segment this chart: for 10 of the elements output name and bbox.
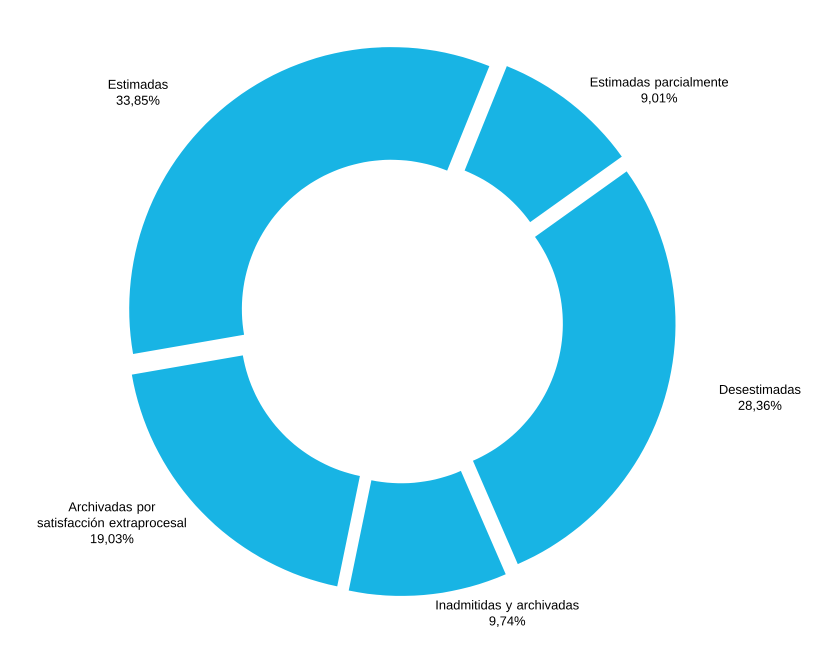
slice-label: Inadmitidas y archivadas: [436, 600, 579, 612]
data-label: 33,85%: [116, 96, 160, 106]
slice-label: Archivadas por satisfacción extraprocesal: [37, 502, 186, 530]
slice-label: Estimadas: [108, 79, 168, 89]
data-label: 9,74%: [489, 616, 526, 628]
data-label: 28,36%: [738, 400, 782, 412]
slice-label: Desestimadas: [720, 384, 800, 394]
data-label: 9,01%: [641, 93, 678, 104]
data-label: 19,03%: [90, 534, 134, 545]
slice-label: Estimadas parcialmente: [590, 77, 728, 90]
